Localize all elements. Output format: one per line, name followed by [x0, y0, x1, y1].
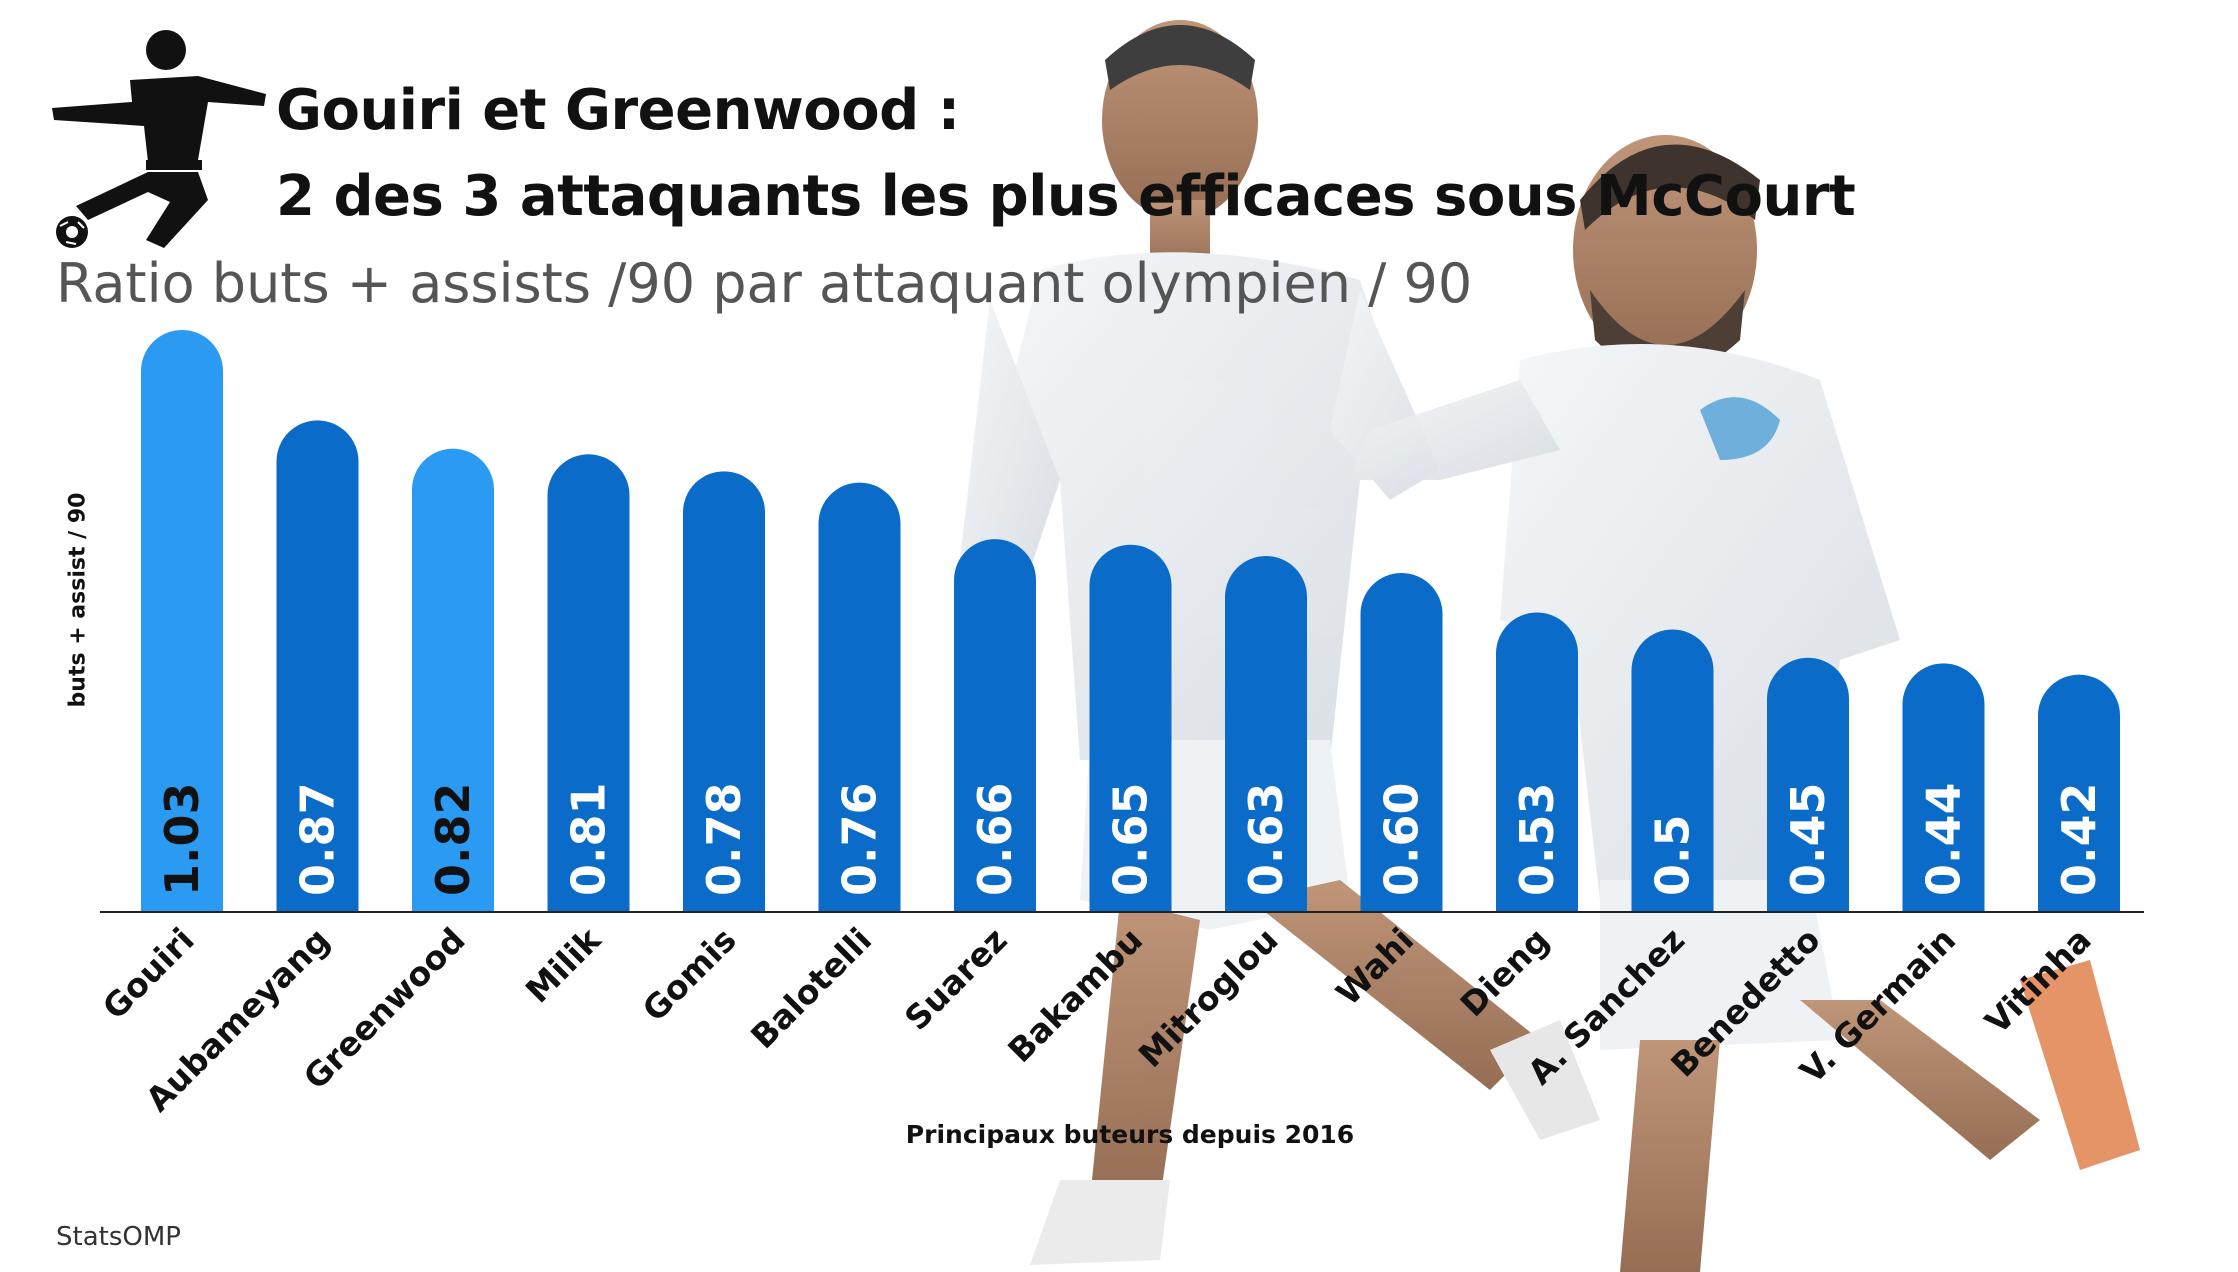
bar-v-germain: [1902, 663, 1985, 912]
bar-greenwood: [412, 448, 494, 912]
bar-value-label: 0.5: [1646, 815, 1700, 897]
bar-a-sanchez: [1631, 629, 1714, 912]
soccer-kicker-icon: [52, 30, 266, 248]
bar-value-label: 0.81: [562, 783, 616, 897]
category-label: Dieng: [1453, 920, 1557, 1024]
bar-value-label: 0.65: [1104, 783, 1158, 897]
bar-wahi: [1360, 572, 1443, 912]
bar-benedetto: [1767, 657, 1849, 912]
category-label: Mitroglou: [1131, 920, 1286, 1075]
bar-value-label: 0.45: [1781, 783, 1835, 897]
bar-suarez: [953, 539, 1036, 912]
bar-dieng: [1496, 612, 1578, 912]
category-label: Suarez: [897, 920, 1015, 1038]
category-label: Gouiri: [95, 920, 202, 1027]
bar-vitinha: [2038, 674, 2120, 912]
bar-milik: [547, 454, 630, 912]
bar-value-label: 0.42: [2052, 783, 2106, 897]
category-label: Gomis: [635, 920, 744, 1029]
x-axis-label: Principaux buteurs depuis 2016: [905, 1120, 1355, 1149]
bar-value-label: 1.03: [155, 783, 209, 897]
bar-balotelli: [818, 482, 901, 912]
bar-value-label: 0.78: [697, 783, 751, 897]
bar-gomis: [683, 471, 765, 912]
bars-group: 1.03 0.87 0.82 0.81 0.78 0.76 0.66 0.65 0.63 0.60…: [141, 330, 2120, 912]
bar-bakambu: [1089, 544, 1172, 912]
category-label: Wahi: [1328, 920, 1421, 1013]
source-credit: StatsOMP: [56, 1222, 181, 1252]
bar-value-label: 0.53: [1510, 783, 1564, 897]
chart-subtitle: Ratio buts + assists /90 par attaquant o…: [56, 252, 1473, 315]
category-label: Balotelli: [743, 920, 879, 1056]
bar-value-label: 0.87: [291, 783, 345, 897]
bar-mitroglou: [1225, 556, 1307, 912]
chart-title-line-1: Gouiri et Greenwood :: [276, 78, 960, 143]
bar-value-label: 0.82: [426, 783, 480, 897]
category-label: Milik: [518, 919, 609, 1010]
bar-value-label: 0.63: [1239, 783, 1293, 897]
bar-aubameyang: [276, 420, 359, 912]
y-axis-label: buts + assist / 90: [65, 492, 91, 708]
bar-value-label: 0.76: [833, 783, 887, 897]
bar-value-label: 0.44: [1917, 783, 1971, 897]
bar-value-label: 0.66: [968, 783, 1022, 897]
category-label: Vitinha: [1977, 920, 2098, 1041]
bar-gouiri: [141, 330, 223, 912]
bar-value-label: 0.60: [1375, 783, 1429, 897]
chart-title: Gouiri et Greenwood : 2 des 3 attaquants…: [276, 68, 1856, 240]
chart-title-line-2: 2 des 3 attaquants les plus efficaces so…: [276, 164, 1856, 229]
category-label: Bakambu: [1000, 920, 1150, 1070]
